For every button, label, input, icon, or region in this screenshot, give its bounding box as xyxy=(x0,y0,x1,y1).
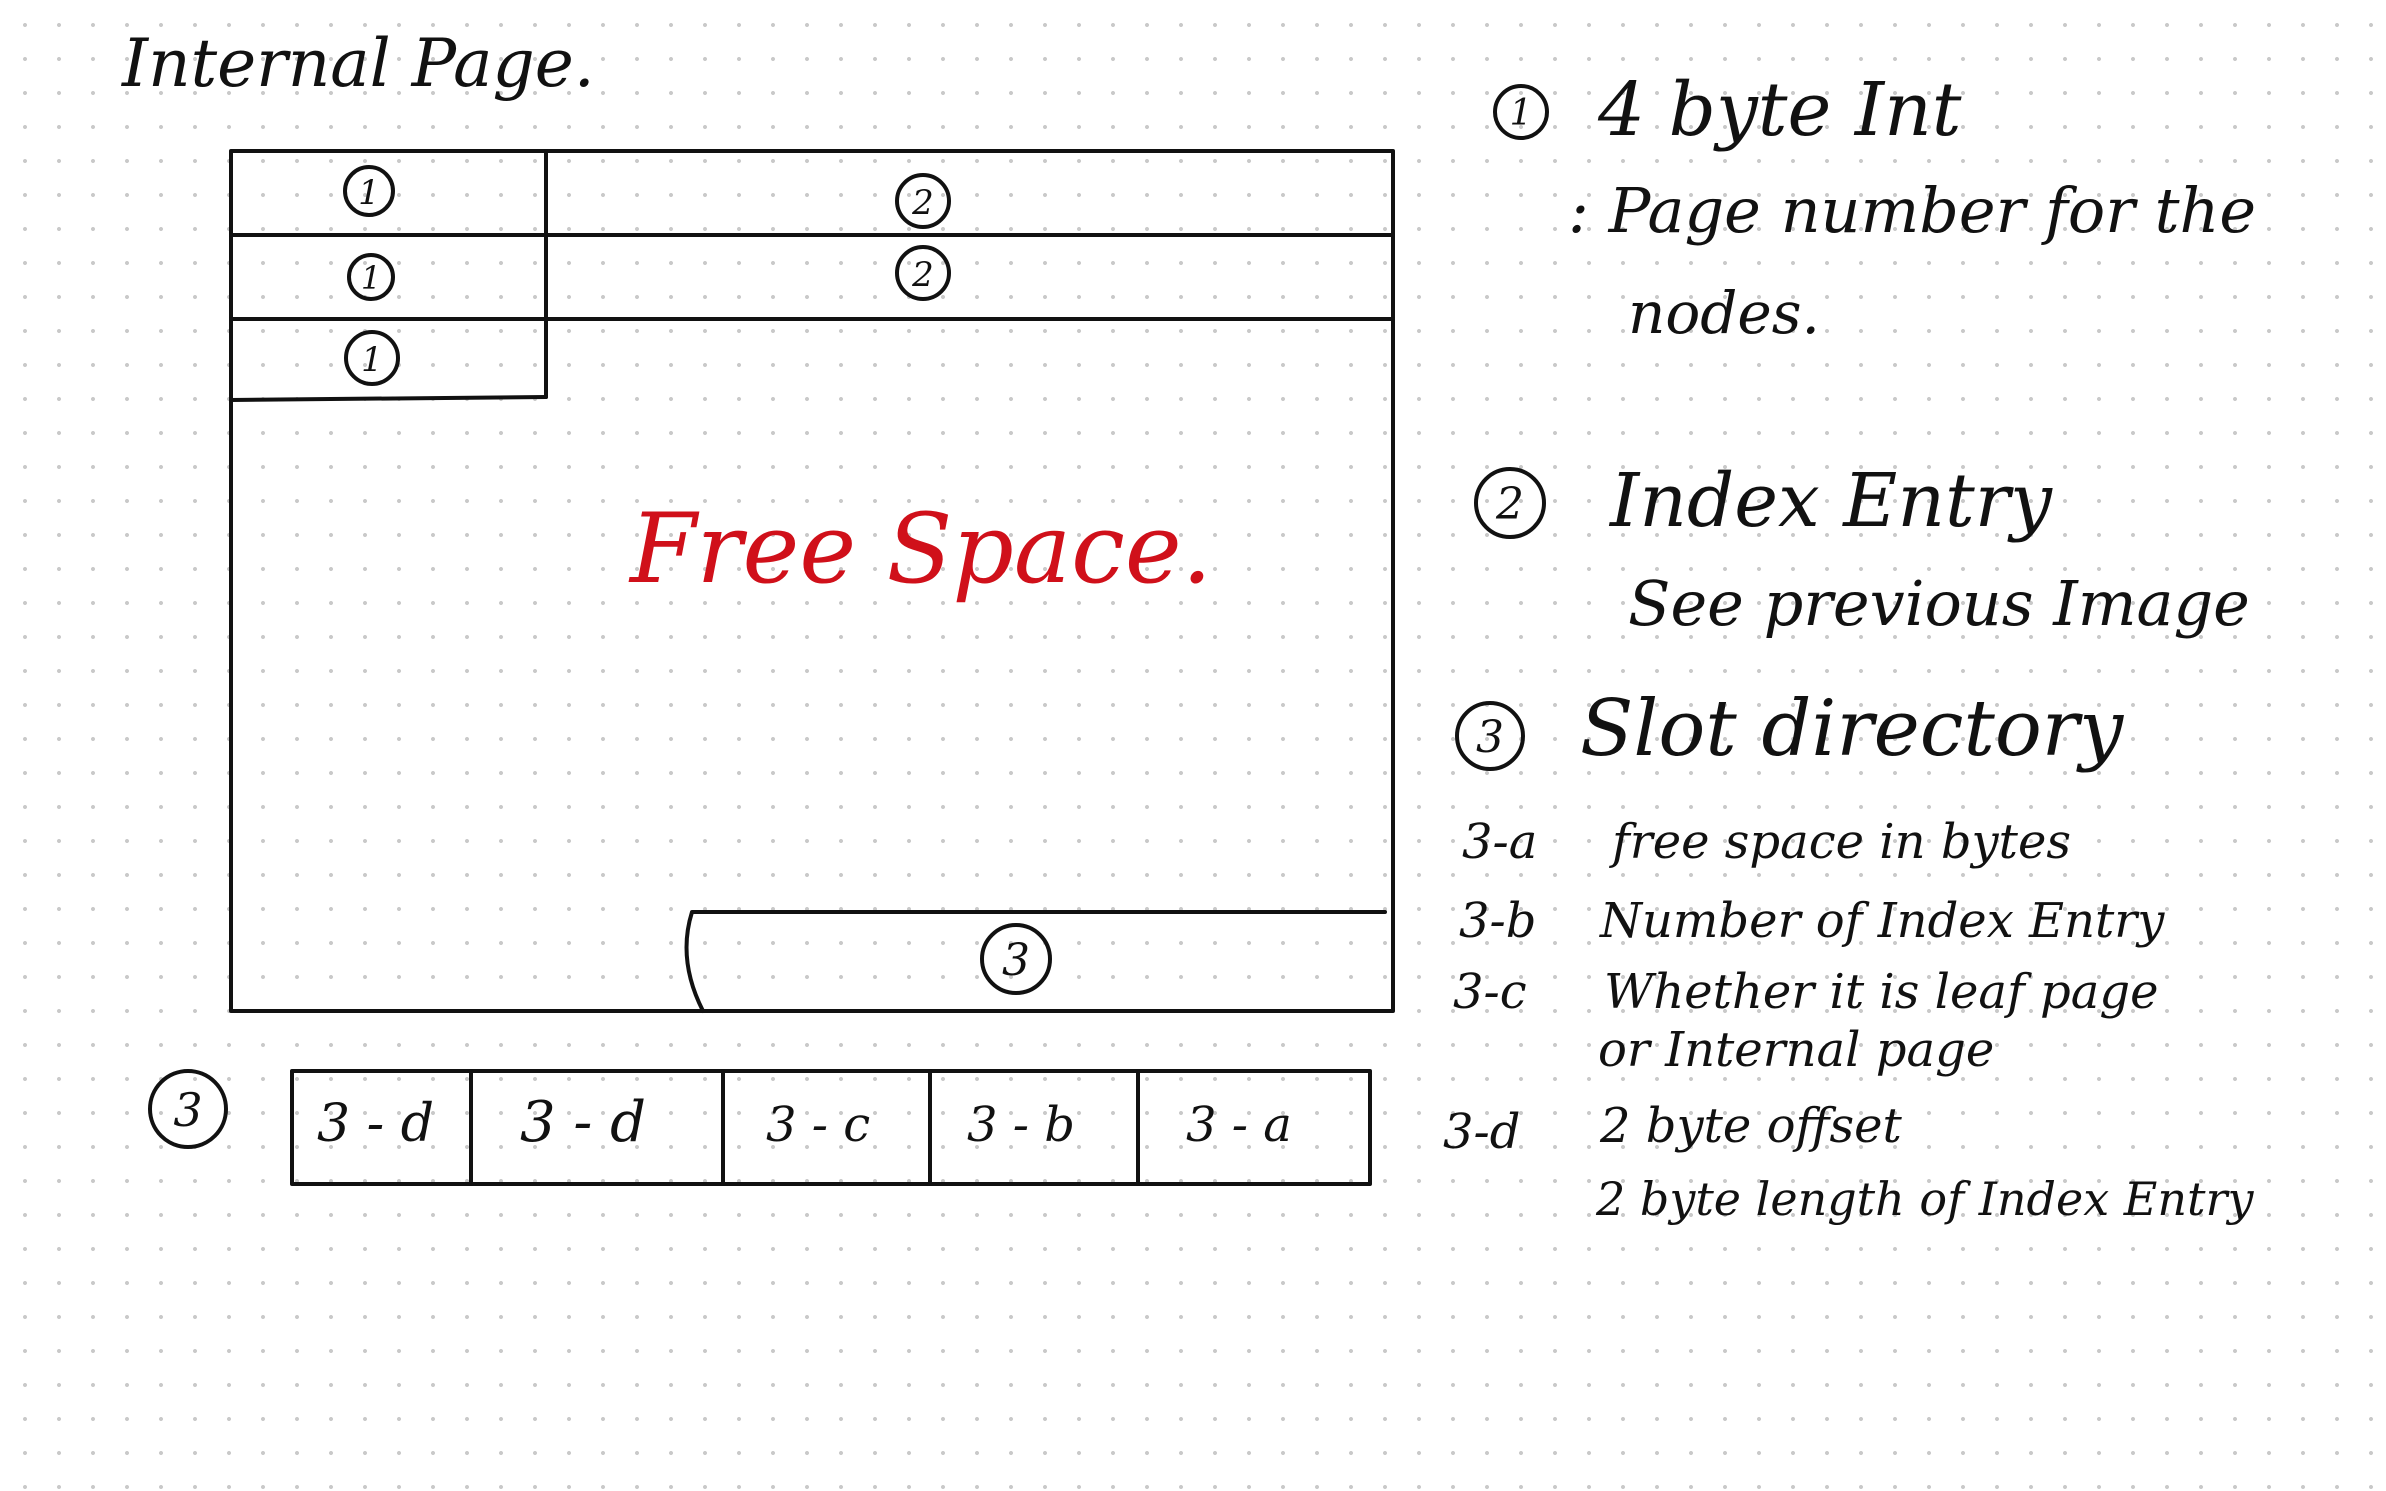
legend-marker: 1 xyxy=(1493,84,1549,140)
slot-directory-marker: 3 xyxy=(980,923,1052,995)
header-row-divider xyxy=(229,395,548,402)
free-space-label: Free Space. xyxy=(628,493,1212,605)
legend-subitem-key: 3-d xyxy=(1443,1104,1520,1160)
svg-text:1: 1 xyxy=(1510,93,1533,134)
legend-item-page-number: 1 4 byte Int : Page number for the nodes… xyxy=(1493,67,2256,347)
legend-subitem-key: 3-a xyxy=(1462,814,1537,870)
svg-text:3: 3 xyxy=(1002,935,1030,986)
legend-item-slot-directory: 3 Slot directory 3-a free space in bytes… xyxy=(1443,684,2254,1226)
legend-item-text: nodes. xyxy=(1628,279,1820,347)
strip-cell-label: 3 - a xyxy=(1186,1097,1292,1153)
strip-cell-label: 3 - d xyxy=(317,1094,434,1154)
slot-directory-strip-marker: 3 xyxy=(148,1069,228,1149)
legend-item-text: : Page number for the xyxy=(1568,174,2256,247)
strip-cell-label: 3 - c xyxy=(766,1097,870,1153)
page-number-marker: 1 xyxy=(343,165,395,217)
legend-subitem-text: 2 byte offset xyxy=(1599,1098,1903,1154)
page-title: Internal Page. xyxy=(121,25,595,102)
slot-directory-region xyxy=(684,910,1387,1013)
legend-subitem-text: Whether it is leaf page xyxy=(1604,964,2158,1020)
legend-item-text: See previous Image xyxy=(1628,567,2250,640)
legend-marker: 3 xyxy=(1455,701,1525,771)
legend-subitem-key: 3-b xyxy=(1459,893,1536,949)
svg-text:2: 2 xyxy=(1495,479,1524,530)
legend-subitem-key: 3-c xyxy=(1453,964,1527,1020)
legend-item-title: Slot directory xyxy=(1580,684,2124,774)
legend-item-title: Index Entry xyxy=(1608,458,2053,544)
index-entry-marker: 2 xyxy=(895,173,951,229)
svg-text:2: 2 xyxy=(911,183,934,223)
strip-cell-label: 3 - d xyxy=(520,1090,646,1155)
svg-text:1: 1 xyxy=(361,340,383,380)
legend-subitem-text: Number of Index Entry xyxy=(1599,893,2165,949)
svg-text:1: 1 xyxy=(358,173,380,213)
legend-item-index-entry: 2 Index Entry See previous Image xyxy=(1474,458,2250,640)
legend-subitem-text: free space in bytes xyxy=(1609,814,2071,870)
svg-text:2: 2 xyxy=(911,255,934,295)
legend-subitem-text: or Internal page xyxy=(1598,1022,1994,1078)
svg-text:3: 3 xyxy=(173,1083,202,1137)
legend-item-title: 4 byte Int xyxy=(1597,67,1962,153)
legend-subitem-text: 2 byte length of Index Entry xyxy=(1595,1172,2254,1226)
page-number-marker: 1 xyxy=(344,330,400,386)
page-number-marker: 1 xyxy=(347,253,395,301)
strip-cell-label: 3 - b xyxy=(967,1097,1075,1153)
svg-text:1: 1 xyxy=(361,259,381,297)
internal-page-diagram: 1 2 1 2 1 Free Space. 3 xyxy=(229,149,1395,1013)
legend: 1 4 byte Int : Page number for the nodes… xyxy=(1443,67,2256,1226)
legend-marker: 2 xyxy=(1474,467,1546,539)
svg-text:3: 3 xyxy=(1476,712,1504,763)
slot-directory-strip: 3 3 - d 3 - d 3 - c 3 - b 3 - a xyxy=(148,1069,1372,1186)
slot-directory-strip-outline xyxy=(290,1069,1372,1186)
index-entry-marker: 2 xyxy=(895,245,951,301)
page-outline xyxy=(229,149,1395,1013)
